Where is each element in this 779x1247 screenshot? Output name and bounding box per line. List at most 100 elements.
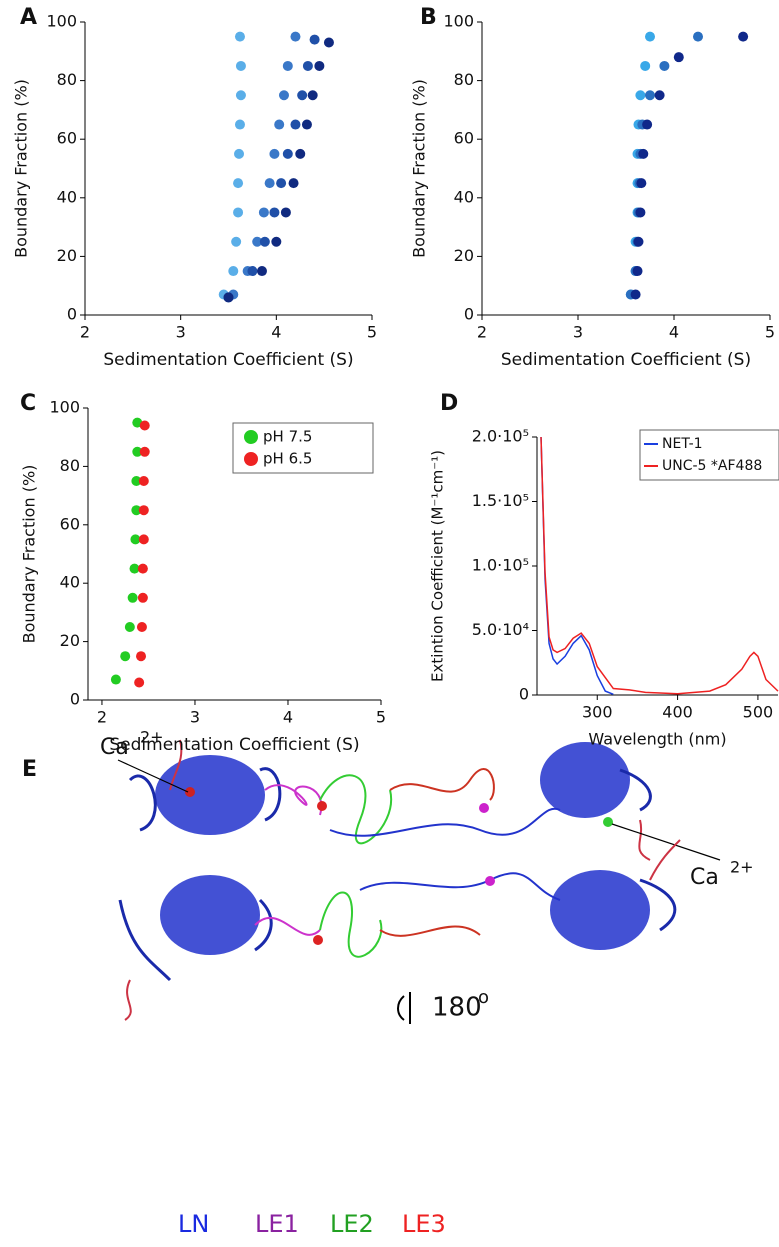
structure-top (117, 739, 721, 861)
data-point (280, 207, 291, 218)
y-tick-label: 40 (57, 187, 77, 206)
data-point (258, 207, 269, 218)
data-point (309, 34, 320, 45)
data-point (673, 52, 684, 63)
data-point (233, 178, 244, 189)
y-tick-label: 60 (57, 129, 77, 148)
legend-box (639, 429, 779, 481)
y-tick-label: 100 (46, 12, 77, 31)
data-point (124, 622, 135, 632)
y-tick-label: 0 (519, 685, 529, 704)
data-point (642, 119, 653, 130)
data-point (269, 207, 280, 218)
data-point (633, 236, 644, 247)
data-point (635, 90, 646, 101)
x-axis-label: Sedimentation Coefficient (S) (501, 350, 751, 370)
panel-label: A (20, 5, 37, 30)
x-tick-label: 3 (176, 323, 186, 342)
y-tick-label: 20 (60, 631, 80, 650)
x-tick-label: 300 (582, 703, 613, 722)
domain-label: LE1 (255, 1210, 299, 1238)
data-point (738, 31, 749, 42)
data-point (234, 148, 245, 159)
ion-charge: 2+ (140, 728, 164, 747)
y-tick-label: 80 (57, 70, 77, 89)
x-axis-label: Sedimentation Coefficient (S) (103, 350, 353, 370)
data-point (235, 60, 246, 71)
x-tick-label: 4 (669, 323, 679, 342)
data-point (234, 31, 245, 42)
data-point (131, 505, 142, 516)
x-tick-label: 5 (765, 323, 775, 342)
data-point (635, 207, 646, 218)
y-tick-label: 100 (443, 12, 474, 31)
rotation-icon (397, 992, 411, 1024)
y-axis-label: Extintion Coefficient (M⁻¹cm⁻¹) (429, 450, 447, 682)
ion-charge: 2+ (730, 858, 754, 877)
data-point (139, 420, 150, 431)
y-tick-label: 1.5·10⁵ (472, 491, 529, 510)
data-point (259, 236, 270, 247)
y-tick-label: 40 (454, 187, 474, 206)
data-point (134, 677, 145, 688)
data-point (231, 236, 242, 247)
y-axis-label: Boundary Fraction (%) (12, 79, 31, 258)
data-point (290, 31, 301, 42)
x-axis-label: Wavelength (nm) (588, 730, 726, 749)
y-tick-label: 1.0·10⁵ (472, 556, 529, 575)
x-tick-label: 2 (97, 708, 107, 727)
panel-label: E (22, 757, 37, 782)
data-point (636, 178, 647, 189)
data-point (137, 563, 148, 574)
x-tick-label: 5 (367, 323, 377, 342)
domain-label: LE3 (402, 1210, 446, 1238)
x-axis-label: Sedimentation Coefficient (S) (109, 735, 359, 755)
data-point (295, 148, 306, 159)
x-tick-label: 3 (190, 708, 200, 727)
data-point (120, 651, 131, 662)
data-point (138, 476, 149, 486)
y-tick-label: 2.0·10⁵ (472, 427, 529, 446)
data-point (654, 90, 665, 101)
y-axis-label: Boundary Fraction (%) (410, 79, 429, 258)
data-line (540, 436, 614, 696)
data-point (256, 266, 267, 277)
domain-label: LE2 (330, 1210, 374, 1238)
data-point (136, 651, 147, 662)
y-tick-label: 0 (464, 305, 474, 324)
x-tick-label: 4 (271, 323, 281, 342)
x-tick-label: 2 (80, 323, 90, 342)
legend-label: UNC-5 *AF488 (662, 458, 762, 474)
legend-label: pH 6.5 (263, 450, 312, 468)
y-tick-label: 5.0·10⁴ (472, 620, 529, 639)
y-tick-label: 80 (60, 456, 80, 475)
data-point (247, 266, 258, 277)
data-point (223, 292, 234, 303)
data-point (288, 178, 299, 189)
data-point (132, 446, 143, 457)
x-tick-label: 5 (376, 708, 386, 727)
data-point (314, 60, 325, 71)
data-point (302, 60, 313, 71)
y-tick-label: 0 (70, 690, 80, 709)
panel-label: C (20, 391, 36, 416)
panel-label: B (420, 5, 437, 30)
data-point (233, 207, 244, 218)
y-axis-label: Boundary Fraction (%) (20, 465, 39, 644)
data-point (139, 446, 150, 457)
data-point (640, 60, 651, 71)
data-point (129, 563, 140, 574)
data-point (645, 31, 655, 42)
data-line (540, 436, 779, 695)
y-tick-label: 100 (49, 398, 80, 417)
data-point (228, 266, 239, 277)
data-point (638, 148, 649, 159)
data-point (282, 148, 293, 159)
x-tick-label: 2 (477, 323, 487, 342)
data-point (252, 236, 263, 247)
ion-label: Ca (690, 865, 719, 890)
data-point (274, 119, 285, 130)
y-tick-label: 40 (60, 573, 80, 592)
data-point (137, 592, 148, 603)
panel-label: D (440, 391, 458, 416)
